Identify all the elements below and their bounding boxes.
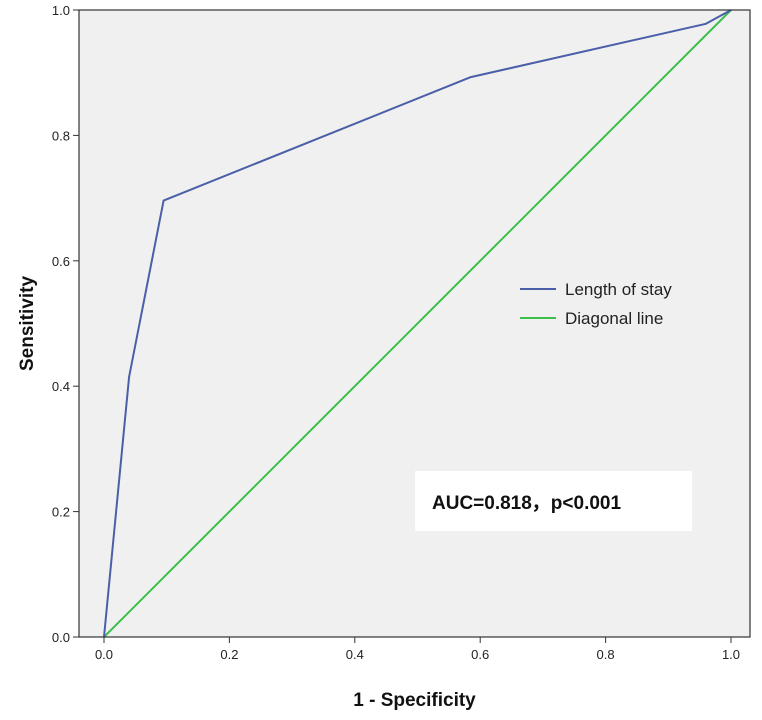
x-tick-label: 0.0: [95, 647, 113, 662]
y-tick-label: 0.4: [52, 379, 70, 394]
plot-area: [79, 10, 750, 637]
y-tick-label: 0.6: [52, 254, 70, 269]
series-line-length-of-stay: [103, 9, 732, 638]
x-tick-label: 0.6: [471, 647, 489, 662]
auc-annotation: AUC=0.818，p<0.001: [415, 471, 692, 531]
legend-label-diagonal-line: Diagonal line: [565, 309, 663, 328]
legend-label-length-of-stay: Length of stay: [565, 280, 672, 299]
annotation-box: [415, 471, 692, 531]
y-tick-label: 0.2: [52, 505, 70, 520]
x-tick-label: 0.2: [220, 647, 238, 662]
annotation-text: AUC=0.818，p<0.001: [432, 493, 621, 514]
series-lines: [103, 9, 732, 638]
axis-ticks: 0.0 0.2 0.4 0.6 0.8 1.0 0.0 0.2 0.4 0.6 0.8 1.0: [52, 3, 740, 662]
legend: Length of stay Diagonal line: [520, 280, 672, 328]
y-axis-title: Sensitivity: [17, 276, 38, 371]
y-tick-label: 1.0: [52, 3, 70, 18]
y-tick-label: 0.0: [52, 630, 70, 645]
x-tick-label: 0.8: [597, 647, 615, 662]
y-tick-label: 0.8: [52, 128, 70, 143]
x-axis-title: 1 - Specificity: [353, 690, 476, 711]
series-line-diagonal-line: [103, 9, 732, 638]
plot-frame: [78, 9, 751, 638]
x-tick-label: 1.0: [722, 647, 740, 662]
x-tick-label: 0.4: [346, 647, 364, 662]
